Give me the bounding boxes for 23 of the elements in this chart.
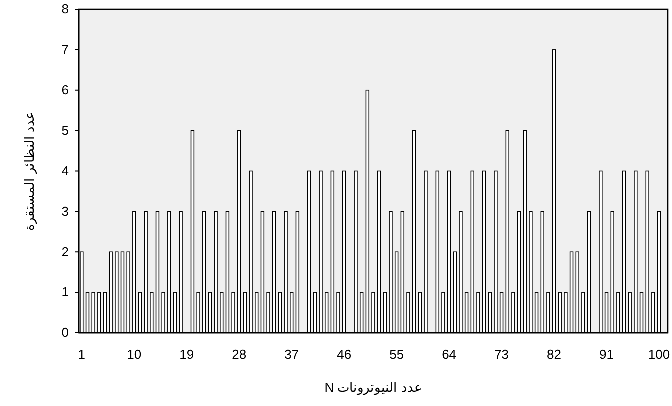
y-axis-title: عدد النظائر المستقرة <box>22 112 38 231</box>
x-tick-label: 64 <box>442 347 457 362</box>
x-tick-label: 82 <box>547 347 562 362</box>
y-tick-label: 0 <box>62 325 69 340</box>
x-tick-label: 91 <box>600 347 614 362</box>
y-tick-label: 7 <box>62 42 69 58</box>
y-tick-label: 8 <box>62 2 69 17</box>
x-tick-label: 10 <box>127 347 142 362</box>
y-tick-label: 3 <box>62 204 69 219</box>
x-tick-label: 1 <box>78 347 86 362</box>
y-tick-label: 2 <box>62 244 69 260</box>
x-axis-title: عدد النيوترونات N <box>324 380 422 396</box>
y-tick-label: 1 <box>62 284 69 300</box>
x-tick-label: 73 <box>494 347 510 362</box>
y-tick-label: 6 <box>62 82 69 98</box>
y-tick-label: 5 <box>62 122 69 138</box>
x-tick-label: 46 <box>337 347 352 362</box>
x-tick-label: 37 <box>284 347 300 362</box>
y-tick-label: 4 <box>62 163 69 178</box>
x-tick-label: 28 <box>232 347 247 362</box>
x-tick-label: 19 <box>180 347 194 362</box>
x-tick-label: 100 <box>648 347 670 362</box>
x-tick-label: 55 <box>390 347 404 362</box>
